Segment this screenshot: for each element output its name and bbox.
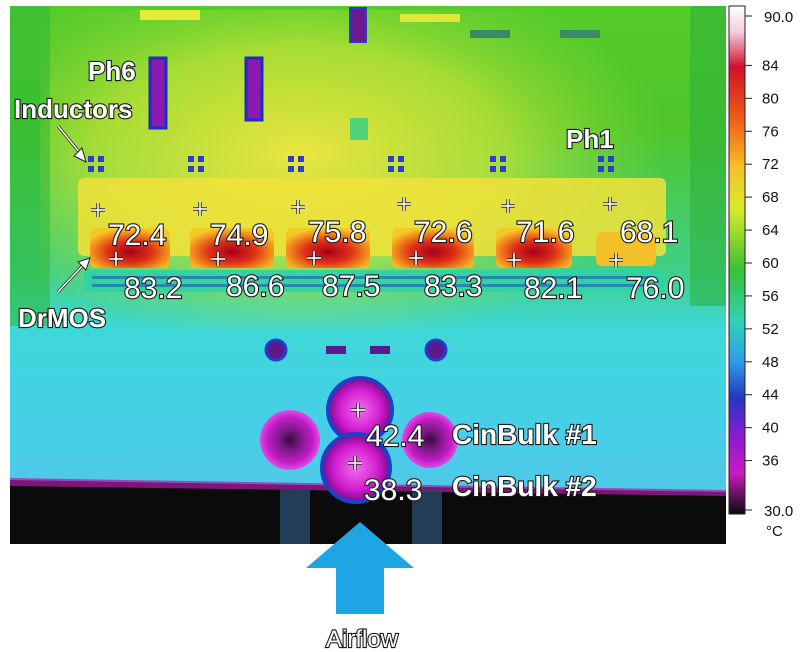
drmos-reading: 76.0 xyxy=(626,272,684,305)
top-pad xyxy=(560,30,600,38)
scale-tick-label: 84 xyxy=(762,57,779,74)
scale-tick-label: 56 xyxy=(762,288,779,305)
ph1-label: Ph1 xyxy=(566,124,614,154)
scale-min: 30.0 xyxy=(764,503,793,520)
drmos-reading: 83.2 xyxy=(124,272,182,305)
drmos-pointer-arrow xyxy=(56,257,91,294)
cable-right xyxy=(412,490,442,544)
measurement-markers xyxy=(91,197,623,470)
top-pad xyxy=(400,14,460,22)
inductor-reading: 72.6 xyxy=(414,216,472,249)
cin-bulk-2-reading: 38.3 xyxy=(364,474,422,507)
airflow-label: Airflow xyxy=(326,626,399,652)
scale-tick-label: 36 xyxy=(762,453,779,470)
inductors-pointer-arrow xyxy=(56,125,87,163)
scale-tick-label: 76 xyxy=(762,123,779,140)
scale-tick-label: 80 xyxy=(762,90,779,107)
scale-tick-label: 72 xyxy=(762,156,779,173)
via xyxy=(326,346,346,354)
inductor-reading: 68.1 xyxy=(620,216,678,249)
right-darker-strip xyxy=(690,6,726,306)
cin-bulk-1-reading: 42.4 xyxy=(366,420,424,453)
inductor-reading: 74.9 xyxy=(210,219,268,252)
pad-mid xyxy=(350,118,368,140)
top-pad xyxy=(140,10,200,20)
airflow-arrow-icon xyxy=(306,522,414,614)
top-component xyxy=(349,7,367,43)
top-pad xyxy=(470,30,510,38)
cin-bulk-1-label: CinBulk #1 xyxy=(452,419,597,450)
scale-tick-label: 48 xyxy=(762,354,779,371)
board-edge xyxy=(10,480,726,544)
ph6-label: Ph6 xyxy=(88,56,136,86)
small-pads xyxy=(88,156,614,172)
drmos-reading: 86.6 xyxy=(226,270,284,303)
phase-inductor-top xyxy=(148,56,168,130)
drmos-readings: 83.2 86.6 87.5 83.3 82.1 76.0 xyxy=(123,269,686,306)
scale-bar xyxy=(728,5,746,515)
via xyxy=(264,338,288,362)
drmos-label: DrMOS xyxy=(18,303,106,333)
left-darker-strip xyxy=(10,6,50,326)
scale-unit: °C xyxy=(766,523,783,540)
inductors-label: Inductors xyxy=(14,94,132,124)
via xyxy=(424,338,448,362)
scale-tick-label: 40 xyxy=(762,420,779,437)
scale-tick-label: 52 xyxy=(762,321,779,338)
phase-inductor-top xyxy=(244,56,264,122)
inductor-reading: 71.6 xyxy=(516,216,574,249)
scale-tick-label: 64 xyxy=(762,222,779,239)
drmos-reading: 83.3 xyxy=(424,270,482,303)
inductor-reading: 75.8 xyxy=(308,216,366,249)
bottom-pad-dots xyxy=(92,276,652,287)
temperature-scale: 84 80 76 72 68 64 60 56 52 48 44 40 36 90.0 30.0 °C xyxy=(728,5,793,540)
inductor-readings: 72.4 74.9 75.8 72.6 71.6 68.1 xyxy=(107,215,680,253)
power-lug-left xyxy=(260,410,320,470)
scale-max: 90.0 xyxy=(764,9,793,26)
via xyxy=(370,346,390,354)
cin-bulk-2-label: CinBulk #2 xyxy=(452,471,597,502)
scale-tick-label: 68 xyxy=(762,189,779,206)
scale-tick-label: 44 xyxy=(762,387,779,404)
drmos-reading: 87.5 xyxy=(322,270,380,303)
drmos-reading: 82.1 xyxy=(524,272,582,305)
inductor-reading: 72.4 xyxy=(108,219,166,252)
scale-tick-label: 60 xyxy=(762,255,779,272)
cable-left xyxy=(280,490,310,544)
power-lug-right xyxy=(402,412,458,468)
